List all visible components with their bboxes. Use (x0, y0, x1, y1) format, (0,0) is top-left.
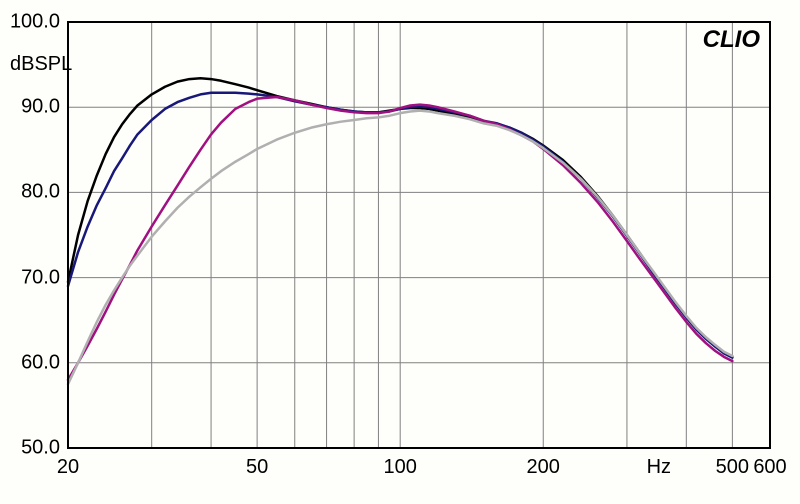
x-tick-label: 200 (527, 456, 560, 479)
x-tick-label: 100 (383, 456, 416, 479)
y-tick-label: 70.0 (21, 266, 60, 289)
x-unit-label: Hz (647, 456, 671, 479)
y-unit-label: dBSPL (10, 53, 72, 76)
brand-label: CLIO (693, 22, 770, 58)
x-tick-label: 600 (753, 456, 786, 479)
x-tick-label: 50 (246, 456, 268, 479)
y-tick-label: 50.0 (21, 437, 60, 460)
x-tick-label: 20 (57, 456, 79, 479)
frequency-response-chart (0, 0, 800, 504)
y-tick-label: 60.0 (21, 351, 60, 374)
y-tick-label: 90.0 (21, 96, 60, 119)
y-tick-label: 80.0 (21, 181, 60, 204)
y-tick-label: 100.0 (10, 11, 60, 34)
x-tick-label: 500 (716, 456, 749, 479)
